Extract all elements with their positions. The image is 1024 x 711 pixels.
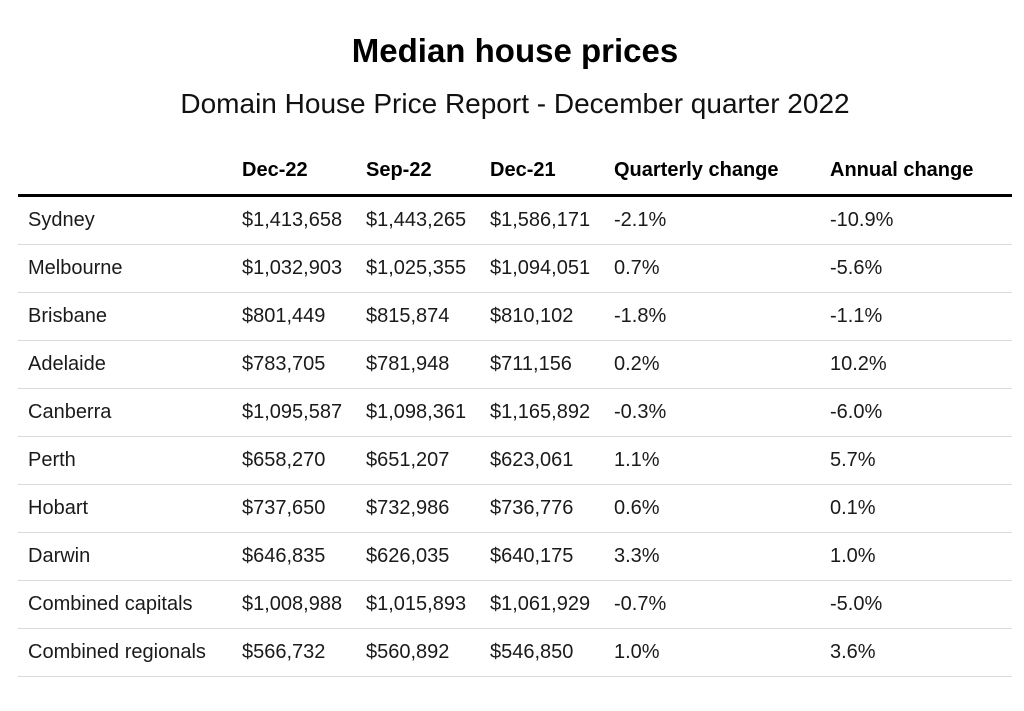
quarterly-change-cell: 0.7% (606, 244, 822, 293)
annual-change-cell: 1.0% (822, 532, 1012, 581)
dec-22-cell: $737,650 (234, 484, 358, 533)
dec-22-cell: $646,835 (234, 532, 358, 581)
table-row: Combined regionals $566,732 $560,892 $546,8… (18, 628, 1012, 677)
region-cell: Combined capitals (18, 580, 234, 629)
table-header: Dec-22 Sep-22 Dec-21 Quarterly change An… (18, 146, 1012, 197)
sep-22-cell: $651,207 (358, 436, 482, 485)
quarterly-change-cell: 1.0% (606, 628, 822, 677)
quarterly-change-cell: -2.1% (606, 195, 822, 245)
table-row: Darwin $646,835 $626,035 $640,175 3.3% 1.0% (18, 532, 1012, 581)
annual-change-cell: 3.6% (822, 628, 1012, 677)
table-row: Hobart $737,650 $732,986 $736,776 0.6% 0.1% (18, 484, 1012, 533)
dec-21-cell: $1,586,171 (482, 195, 606, 245)
annual-change-cell: -5.0% (822, 580, 1012, 629)
sep-22-cell: $560,892 (358, 628, 482, 677)
quarterly-change-cell: -0.7% (606, 580, 822, 629)
sep-22-cell: $1,098,361 (358, 388, 482, 437)
quarterly-change-cell: 1.1% (606, 436, 822, 485)
table-body: Sydney $1,413,658 $1,443,265 $1,586,171 -2.1… (18, 195, 1012, 677)
header-cell-quarterly-change: Quarterly change (606, 146, 822, 197)
dec-21-cell: $546,850 (482, 628, 606, 677)
dec-22-cell: $783,705 (234, 340, 358, 389)
header-cell-region (18, 146, 234, 197)
region-cell: Adelaide (18, 340, 234, 389)
dec-21-cell: $736,776 (482, 484, 606, 533)
quarterly-change-cell: 3.3% (606, 532, 822, 581)
dec-21-cell: $640,175 (482, 532, 606, 581)
dec-22-cell: $801,449 (234, 292, 358, 341)
region-cell: Brisbane (18, 292, 234, 341)
dec-22-cell: $566,732 (234, 628, 358, 677)
annual-change-cell: 0.1% (822, 484, 1012, 533)
chart-title: Median house prices (351, 32, 679, 69)
sep-22-cell: $732,986 (358, 484, 482, 533)
header-cell-annual-change: Annual change (822, 146, 1012, 197)
dec-22-cell: $1,008,988 (234, 580, 358, 629)
annual-change-cell: 10.2% (822, 340, 1012, 389)
dec-21-cell: $623,061 (482, 436, 606, 485)
header-cell-dec-21: Dec-21 (482, 146, 606, 197)
sep-22-cell: $1,443,265 (358, 195, 482, 245)
table-row: Sydney $1,413,658 $1,443,265 $1,586,171 -2.1… (18, 195, 1012, 245)
dec-21-cell: $1,165,892 (482, 388, 606, 437)
header-row: Dec-22 Sep-22 Dec-21 Quarterly change An… (18, 146, 1012, 197)
table-row: Brisbane $801,449 $815,874 $810,102 -1.8% -1.… (18, 292, 1012, 341)
table-row: Melbourne $1,032,903 $1,025,355 $1,094,051 0… (18, 244, 1012, 293)
region-cell: Hobart (18, 484, 234, 533)
annual-change-cell: -5.6% (822, 244, 1012, 293)
dec-22-cell: $1,413,658 (234, 195, 358, 245)
table-row: Adelaide $783,705 $781,948 $711,156 0.2% 10.2… (18, 340, 1012, 389)
dec-22-cell: $1,095,587 (234, 388, 358, 437)
price-table: Dec-22 Sep-22 Dec-21 Quarterly change An… (18, 146, 1012, 677)
region-cell: Canberra (18, 388, 234, 437)
dec-21-cell: $1,094,051 (482, 244, 606, 293)
table-row: Perth $658,270 $651,207 $623,061 1.1% 5.7% (18, 436, 1012, 485)
quarterly-change-cell: 0.2% (606, 340, 822, 389)
quarterly-change-cell: 0.6% (606, 484, 822, 533)
chart-subtitle: Domain House Price Report - December qua… (180, 88, 850, 119)
dec-21-cell: $1,061,929 (482, 580, 606, 629)
sep-22-cell: $781,948 (358, 340, 482, 389)
dec-21-cell: $711,156 (482, 340, 606, 389)
dec-22-cell: $1,032,903 (234, 244, 358, 293)
header-cell-sep-22: Sep-22 (358, 146, 482, 197)
region-cell: Perth (18, 436, 234, 485)
sep-22-cell: $626,035 (358, 532, 482, 581)
annual-change-cell: 5.7% (822, 436, 1012, 485)
region-cell: Sydney (18, 195, 234, 245)
header-cell-dec-22: Dec-22 (234, 146, 358, 197)
annual-change-cell: -1.1% (822, 292, 1012, 341)
dec-21-cell: $810,102 (482, 292, 606, 341)
dec-22-cell: $658,270 (234, 436, 358, 485)
region-cell: Melbourne (18, 244, 234, 293)
sep-22-cell: $815,874 (358, 292, 482, 341)
quarterly-change-cell: -0.3% (606, 388, 822, 437)
quarterly-change-cell: -1.8% (606, 292, 822, 341)
region-cell: Combined regionals (18, 628, 234, 677)
annual-change-cell: -10.9% (822, 195, 1012, 245)
sep-22-cell: $1,015,893 (358, 580, 482, 629)
annual-change-cell: -6.0% (822, 388, 1012, 437)
sep-22-cell: $1,025,355 (358, 244, 482, 293)
table-row: Combined capitals $1,008,988 $1,015,893 $1,… (18, 580, 1012, 629)
table-row: Canberra $1,095,587 $1,098,361 $1,165,892 -0… (18, 388, 1012, 437)
region-cell: Darwin (18, 532, 234, 581)
